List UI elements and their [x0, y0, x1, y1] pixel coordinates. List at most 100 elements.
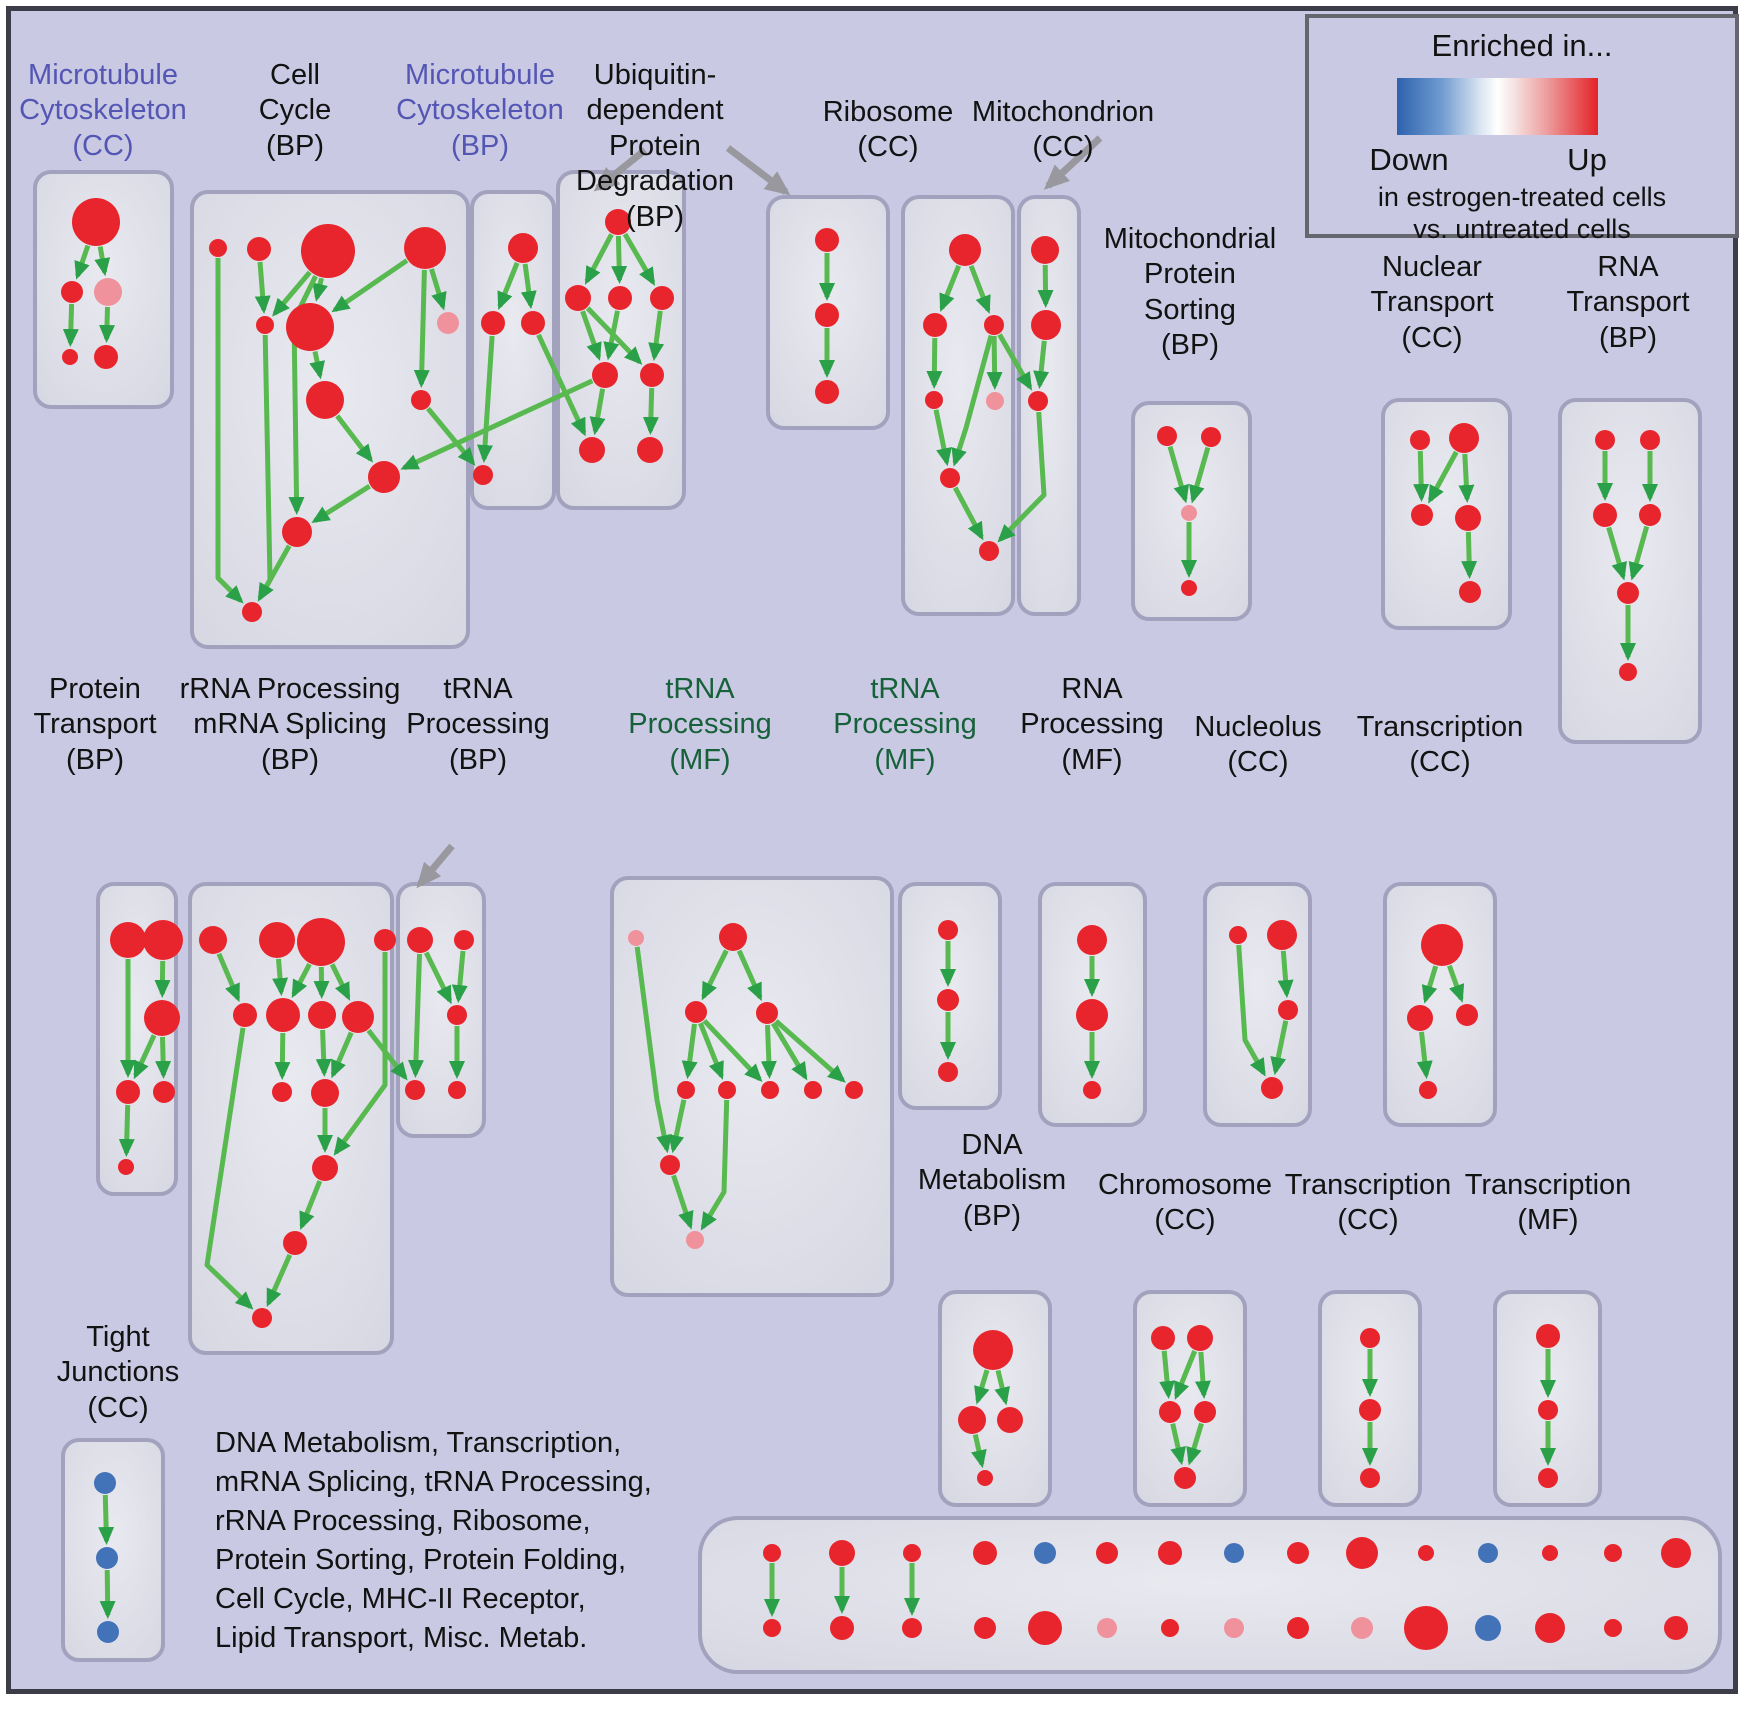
trna_mf_small-node-s1: [938, 920, 958, 940]
rna_proc_mf-label: RNA Processing (MF): [1020, 673, 1164, 776]
ribosome_cc-node-l1: [925, 391, 943, 409]
trna_mf_big-node-B5: [845, 1081, 863, 1099]
rna_tr_bp-node-b: [1619, 663, 1637, 681]
cell_cycle-node-h: [306, 381, 344, 419]
mt_cc-edge-n2-n4: [62, 303, 79, 347]
mt_bp-node-m2: [521, 311, 545, 335]
rrna_bp-edge-S1-Z: [204, 1027, 254, 1310]
ribosome_cc-edge-t-m1: [939, 264, 962, 313]
trna_mf_big-edge-B1-L: [668, 1099, 687, 1154]
ub_a-node-m2: [640, 363, 664, 387]
transc_cc_bot-label: Transcription (CC): [1284, 1169, 1452, 1237]
ub_a-node-b2: [637, 437, 663, 463]
band-node-b15: [1664, 1616, 1688, 1640]
nucleolus_cc-node-m: [1278, 1000, 1298, 1020]
misc-category-text: DNA Metabolism, Transcription, mRNA Spli…: [215, 1424, 652, 1658]
tight_junctions_cc-node-j3: [97, 1621, 119, 1643]
misc-line-4: Protein Sorting, Protein Folding,: [215, 1544, 627, 1576]
prot_tr_bp-node-L1: [116, 1080, 140, 1104]
band-node-t9: [1287, 1542, 1309, 1564]
band-node-b11: [1404, 1606, 1448, 1650]
dna_metab_bp-node-b: [977, 1470, 993, 1486]
ub_a-edge-t-t2: [611, 235, 628, 284]
ub_a-edge-t-t1: [584, 233, 614, 285]
mt_cc-edge-n3-n5: [98, 306, 115, 343]
trna_mf_big-edge-M2-B3: [760, 1024, 777, 1079]
legend-gradient-bar: [1397, 78, 1598, 135]
dna_metab_bp-node-X: [973, 1330, 1013, 1370]
cell_cycle-edge-c-e: [272, 270, 312, 317]
trna_mf_big-edge-pk-L: [634, 946, 672, 1154]
tight_junctions_cc-node-j2: [96, 1547, 118, 1569]
dna_metab_bp-node-p1: [958, 1406, 986, 1434]
mito_cc-node-t: [1031, 236, 1059, 264]
trna_mf_big-edge-M1-B3: [702, 1018, 763, 1083]
ribosome_cc-node-b2: [979, 541, 999, 561]
nucleolus_cc-node-L: [1267, 920, 1297, 950]
dna_metab_bp-box: [938, 1290, 1052, 1507]
chromosome_cc-node-b: [1174, 1467, 1196, 1489]
ub_a-node-b1: [579, 437, 605, 463]
misc-line-2: mRNA Splicing, tRNA Processing,: [215, 1466, 652, 1498]
cell_cycle-node-k: [282, 517, 312, 547]
cell_cycle-edge-f-h: [309, 350, 325, 380]
trna_bp-label: tRNA Processing (BP): [406, 673, 550, 776]
prot_tr_bp-node-M: [144, 1000, 180, 1036]
prot_tr_bp-node-B: [143, 920, 183, 960]
rrna_bp-node-R1: [272, 1082, 292, 1102]
mt_cc-label: Microtubule Cytoskeleton (CC): [19, 59, 187, 162]
cross-edge-mt_bp-m2-ub_a-b1: [536, 333, 587, 437]
trna_mf_big-label: tRNA Processing (MF): [628, 673, 772, 776]
rna_tr_bp-node-m2: [1639, 504, 1661, 526]
cell_cycle-node-g: [437, 312, 459, 334]
trna_mf_big-node-M1: [685, 1001, 707, 1023]
cell_cycle-node-f: [286, 303, 334, 351]
mt_bp-label: Microtubule Cytoskeleton (BP): [396, 59, 564, 162]
rrna_bp-node-S4: [342, 1001, 374, 1033]
ribosome_cc-edge-b1-b2: [952, 486, 984, 541]
trna_mf_big-node-pk: [628, 930, 644, 946]
cross-edge-cell_cycle-i-mt_bp-b1: [426, 406, 476, 466]
prot_tr_bp-edge-L1-Bt: [118, 1104, 135, 1157]
trna_bp-node-m: [447, 1005, 467, 1025]
cross-edge-rrna_bp-S4-trna_bp-b1: [366, 1028, 408, 1081]
cell_cycle-edge-b-e: [254, 261, 271, 314]
nucleolus_cc-edge-s-b: [1236, 944, 1266, 1077]
band-node-b13: [1535, 1613, 1565, 1643]
rrna_bp-edge-T3-S2: [291, 963, 312, 999]
mito_cc-edge-m-l: [1033, 340, 1050, 390]
rrna_bp-box: [188, 882, 394, 1355]
rna_tr_bp-node-t2: [1640, 430, 1660, 450]
ub_a-node-m1: [592, 362, 618, 388]
rna_tr_bp-edge-m1-c: [1606, 526, 1627, 581]
cell_cycle-edge-h-j: [335, 414, 374, 463]
rrna_bp-node-T1: [199, 926, 227, 954]
nucleolus_cc-node-s: [1229, 926, 1247, 944]
band-node-t8: [1224, 1543, 1244, 1563]
rna_proc_mf-node-r3: [1083, 1081, 1101, 1099]
transc_cc_bot-node-t: [1360, 1328, 1380, 1348]
mps_bp-edge-t2-p: [1189, 446, 1211, 504]
rna_proc_mf-node-r2: [1076, 999, 1108, 1031]
transc_cc_top-edge-m1-b: [1416, 1031, 1433, 1080]
trna_mf_big-node-M2: [756, 1002, 778, 1024]
band-node-b3: [902, 1618, 922, 1638]
transc_mf-label: Transcription (MF): [1464, 1169, 1632, 1237]
mt_cc-node-n1: [72, 198, 120, 246]
mt_cc-node-n4: [62, 349, 78, 365]
cell_cycle-label: Cell Cycle (BP): [258, 59, 332, 162]
prot_tr_bp-edge-M-L2: [155, 1036, 172, 1079]
band-node-b10: [1351, 1617, 1373, 1639]
nucleolus_cc-node-b: [1261, 1077, 1283, 1099]
nuc_tr_cc-edge-m2-b: [1461, 531, 1478, 579]
band-node-b8: [1224, 1618, 1244, 1638]
cell_cycle-node-b: [247, 237, 271, 261]
cross-edge-mito_cc-l-ribosome_cc-b2: [997, 411, 1047, 543]
tight_junctions_cc-node-j1: [94, 1472, 116, 1494]
trna_mf_big-box: [610, 876, 894, 1297]
band-node-t2: [829, 1540, 855, 1566]
rrna_bp-edge-T3-S4: [329, 963, 351, 1001]
rrna_bp-edge-T4-Q: [333, 952, 388, 1156]
rna_tr_bp-node-c: [1617, 582, 1639, 604]
cell_cycle-node-e: [256, 316, 274, 334]
